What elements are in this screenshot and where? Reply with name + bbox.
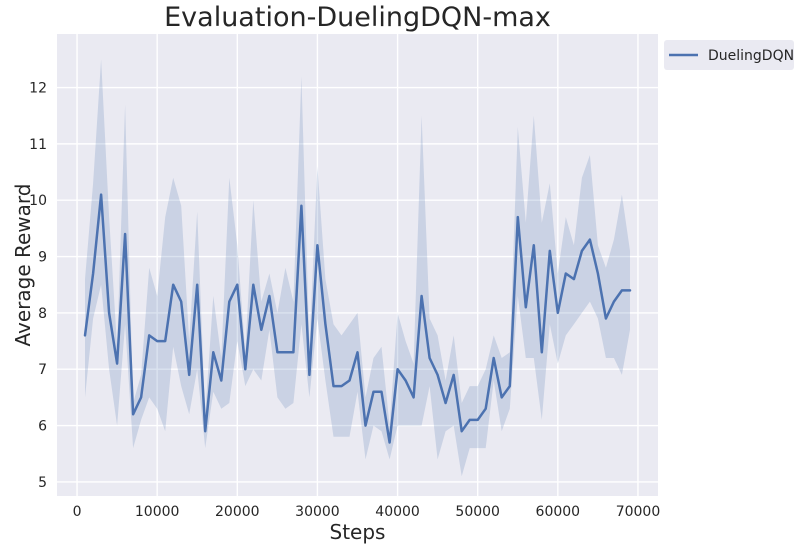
x-tick-labels: 0 10000 20000 30000 40000 50000 60000 70000 [73,504,661,520]
chart-title: Evaluation-DuelingDQN-max [164,2,551,33]
y-tick-label: 11 [29,137,47,153]
x-tick-label: 50000 [455,504,500,520]
series-line [83,193,632,444]
x-tick-label: 70000 [616,504,661,520]
x-tick-label: 30000 [295,504,340,520]
y-tick-label: 6 [38,419,47,435]
legend: DuelingDQN [664,40,794,70]
x-tick-label: 20000 [215,504,260,520]
x-tick-label: 40000 [375,504,420,520]
legend-box [664,40,794,70]
y-axis-label: Average Reward [11,184,35,347]
legend-label: DuelingDQN [708,48,794,64]
grid-lines [57,34,658,496]
x-tick-label: 10000 [135,504,180,520]
x-tick-label: 60000 [536,504,581,520]
y-tick-label: 5 [38,475,47,491]
x-axis-label: Steps [330,520,386,544]
y-tick-label: 7 [38,362,47,378]
y-tick-label: 10 [29,193,47,209]
y-tick-label: 12 [29,81,47,97]
y-tick-label: 9 [38,250,47,266]
x-tick-label: 0 [73,504,82,520]
y-tick-labels: 5 6 7 8 9 10 11 12 [29,81,47,491]
y-tick-label: 8 [38,306,47,322]
